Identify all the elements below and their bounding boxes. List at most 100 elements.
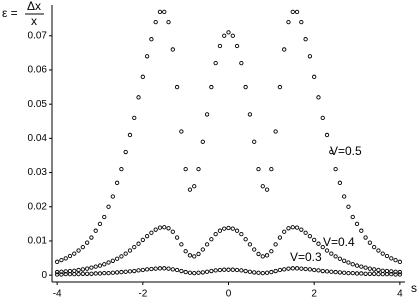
data-point bbox=[80, 267, 85, 272]
series-annotation: V=0.5 bbox=[330, 144, 362, 158]
y-label-lhs: ε = bbox=[2, 6, 18, 20]
data-point bbox=[294, 225, 300, 230]
data-point bbox=[127, 269, 133, 274]
data-point bbox=[264, 253, 270, 258]
data-point bbox=[350, 214, 355, 220]
data-point bbox=[192, 184, 197, 189]
data-point bbox=[153, 227, 158, 232]
data-point bbox=[106, 260, 111, 265]
data-point bbox=[106, 270, 111, 276]
data-point bbox=[213, 268, 218, 273]
data-point bbox=[299, 266, 304, 271]
data-point bbox=[346, 270, 351, 276]
data-point bbox=[299, 227, 304, 232]
data-point bbox=[179, 129, 184, 134]
data-point bbox=[84, 240, 90, 245]
data-point bbox=[174, 84, 180, 90]
data-point bbox=[282, 229, 287, 234]
data-point bbox=[59, 272, 64, 277]
data-point bbox=[286, 266, 291, 271]
data-point bbox=[350, 270, 355, 276]
data-point bbox=[110, 258, 115, 263]
data-point bbox=[389, 271, 394, 277]
data-point bbox=[397, 272, 403, 277]
data-point bbox=[106, 204, 111, 209]
y-label-numerator: Δx bbox=[27, 0, 41, 13]
data-point bbox=[54, 259, 60, 264]
data-point bbox=[316, 95, 321, 100]
data-point bbox=[204, 112, 210, 117]
data-point bbox=[376, 267, 381, 273]
data-point bbox=[290, 9, 295, 14]
data-point bbox=[174, 235, 180, 240]
data-point bbox=[307, 267, 313, 272]
data-point bbox=[54, 269, 60, 275]
data-point bbox=[312, 237, 317, 243]
data-point bbox=[354, 263, 360, 268]
data-point bbox=[166, 266, 171, 271]
data-point bbox=[393, 272, 398, 277]
data-point bbox=[110, 194, 115, 199]
data-point bbox=[93, 271, 98, 276]
data-point bbox=[162, 266, 167, 271]
data-point bbox=[376, 248, 381, 253]
data-point bbox=[277, 267, 283, 273]
data-point bbox=[367, 240, 373, 245]
data-point bbox=[144, 54, 150, 59]
data-point bbox=[153, 266, 158, 271]
data-point bbox=[166, 19, 171, 25]
data-point bbox=[376, 271, 381, 277]
data-point bbox=[119, 269, 124, 275]
data-point bbox=[80, 244, 85, 250]
data-point bbox=[93, 228, 98, 233]
data-point bbox=[303, 266, 308, 272]
data-point bbox=[102, 214, 107, 220]
y-tick-label: 0.04 bbox=[28, 133, 48, 144]
data-point bbox=[123, 269, 128, 274]
data-point bbox=[303, 230, 308, 235]
data-point bbox=[123, 149, 128, 155]
data-point bbox=[226, 225, 231, 231]
data-point bbox=[239, 231, 244, 237]
data-point bbox=[277, 84, 283, 90]
data-point bbox=[329, 251, 334, 256]
data-point bbox=[282, 267, 287, 272]
data-point bbox=[234, 267, 240, 273]
data-point bbox=[269, 249, 274, 254]
data-point bbox=[380, 268, 385, 273]
data-point bbox=[149, 37, 154, 42]
data-point bbox=[209, 84, 214, 90]
data-point bbox=[286, 19, 291, 25]
data-point bbox=[346, 260, 351, 265]
data-point bbox=[367, 271, 373, 276]
data-point bbox=[97, 271, 103, 276]
data-point bbox=[217, 228, 223, 233]
data-point bbox=[132, 115, 137, 121]
data-point bbox=[200, 270, 205, 275]
y-tick-label: 0 bbox=[41, 270, 47, 281]
data-point bbox=[299, 19, 304, 25]
data-point bbox=[209, 268, 214, 274]
data-point bbox=[359, 264, 364, 269]
data-point bbox=[307, 54, 313, 59]
data-point bbox=[89, 235, 94, 240]
data-point bbox=[54, 272, 60, 277]
data-point bbox=[389, 256, 394, 261]
x-tick-label: -2 bbox=[138, 289, 147, 300]
data-point bbox=[389, 269, 394, 274]
data-point bbox=[342, 194, 347, 199]
data-point bbox=[140, 267, 145, 273]
data-point bbox=[59, 257, 64, 263]
data-point bbox=[140, 74, 145, 79]
data-point bbox=[200, 247, 205, 252]
data-point bbox=[170, 47, 175, 52]
data-point bbox=[162, 225, 167, 230]
y-tick-label: 0.02 bbox=[28, 201, 48, 212]
data-point bbox=[363, 265, 368, 270]
data-point bbox=[256, 166, 261, 172]
data-point bbox=[119, 166, 124, 172]
data-point bbox=[140, 237, 145, 243]
data-point bbox=[222, 33, 227, 38]
data-point bbox=[149, 230, 154, 235]
data-point bbox=[226, 267, 231, 272]
